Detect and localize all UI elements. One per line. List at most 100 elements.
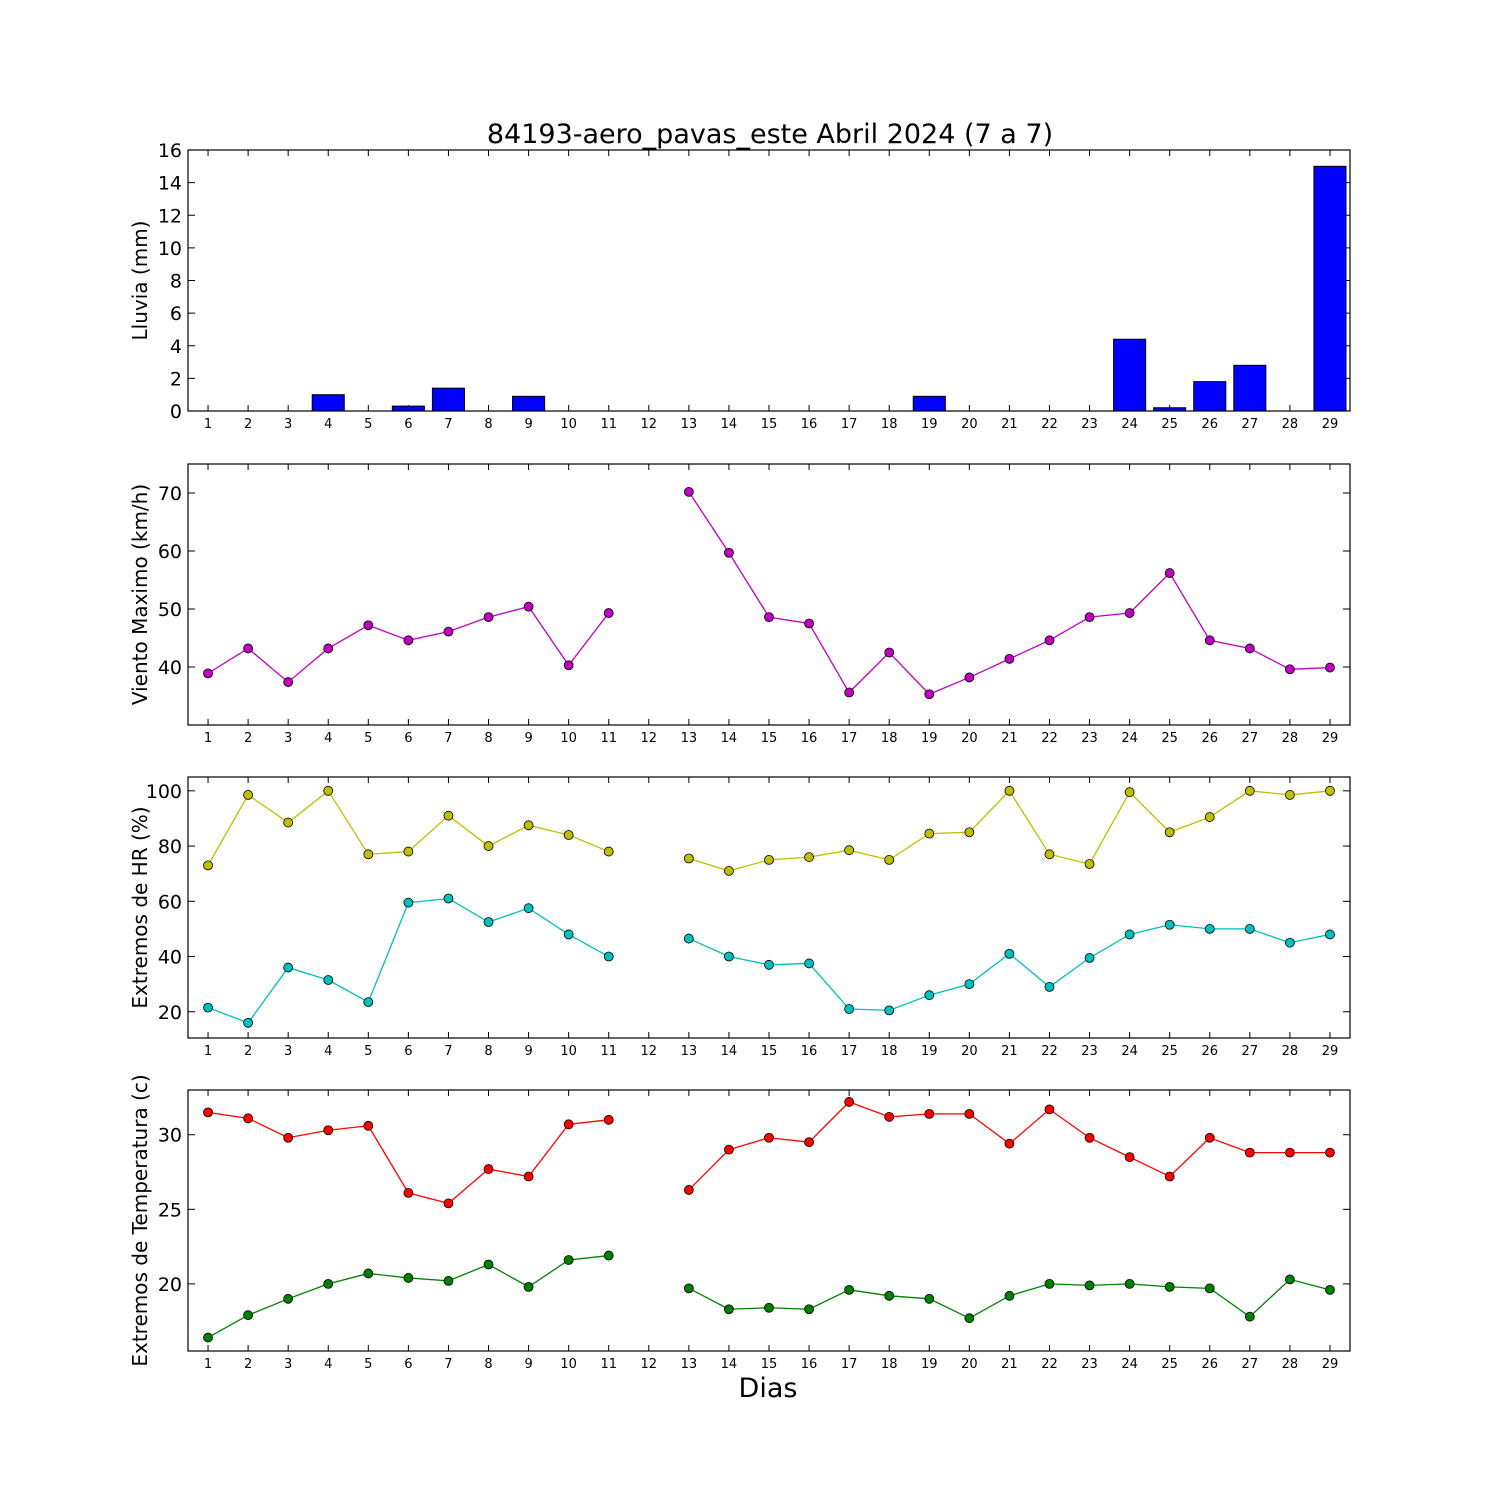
- x-tick-label: 19: [921, 417, 938, 432]
- data-point: [563, 929, 574, 940]
- bar-day-24: [1113, 338, 1147, 412]
- y-tick-label: 8: [170, 271, 182, 293]
- data-point: [323, 975, 334, 985]
- x-tick-label: 26: [1201, 731, 1218, 746]
- x-tick-label: 4: [324, 1357, 332, 1372]
- x-tick-label: 3: [284, 1044, 292, 1059]
- x-tick-label: 15: [761, 1357, 778, 1372]
- x-tick-label: 4: [324, 1044, 332, 1059]
- y-tick-label: 30: [158, 1125, 182, 1147]
- data-point: [1004, 1290, 1015, 1301]
- y-axis-label: Lluvia (mm): [128, 221, 152, 341]
- x-tick-label: 28: [1282, 731, 1299, 746]
- x-tick-label: 24: [1121, 1357, 1138, 1372]
- x-tick-label: 5: [364, 417, 372, 432]
- x-tick-label: 22: [1041, 417, 1058, 432]
- data-point: [964, 672, 975, 683]
- x-tick-label: 14: [721, 1044, 738, 1059]
- data-point: [1284, 790, 1295, 800]
- data-point: [1004, 1138, 1015, 1149]
- data-point: [443, 893, 454, 904]
- x-tick-label: 12: [641, 1357, 658, 1372]
- data-point: [203, 1332, 213, 1343]
- data-point: [243, 1017, 254, 1028]
- y-tick-label: 40: [158, 657, 182, 679]
- x-tick-label: 16: [801, 417, 818, 432]
- y-tick-label: 10: [158, 238, 182, 260]
- bar-day-7: [431, 387, 465, 412]
- x-tick-label: 8: [484, 1357, 492, 1372]
- data-point: [924, 828, 935, 839]
- y-axis-label: Extremos de Temperatura (c): [128, 1074, 152, 1366]
- x-tick-label: 16: [801, 1357, 818, 1372]
- y-tick-label: 20: [158, 1002, 182, 1024]
- data-point: [243, 1310, 254, 1321]
- data-point: [523, 820, 534, 831]
- data-point: [683, 853, 694, 864]
- x-tick-label: 15: [761, 1044, 778, 1059]
- bar-day-29: [1313, 165, 1347, 412]
- y-tick-label: 60: [158, 541, 182, 563]
- data-point: [1244, 785, 1255, 796]
- data-point: [884, 647, 895, 658]
- data-point: [243, 1113, 254, 1124]
- data-point: [764, 612, 774, 623]
- data-point: [363, 849, 374, 860]
- data-point: [563, 1119, 574, 1130]
- data-point: [1244, 643, 1255, 654]
- x-tick-label: 17: [841, 417, 858, 432]
- x-tick-label: 17: [841, 1044, 858, 1059]
- y-axis-label: Viento Maximo (km/h): [128, 484, 152, 705]
- data-point: [1204, 812, 1215, 822]
- x-tick-label: 29: [1322, 417, 1339, 432]
- bar-day-19: [912, 395, 946, 412]
- data-point: [804, 1137, 814, 1148]
- data-point: [844, 845, 855, 856]
- data-point: [523, 903, 534, 914]
- data-point: [1204, 635, 1215, 646]
- data-point: [884, 854, 895, 865]
- data-point: [884, 1111, 895, 1122]
- data-point: [804, 958, 814, 969]
- x-tick-label: 3: [284, 1357, 292, 1372]
- x-tick-label: 13: [681, 731, 698, 746]
- data-point: [1124, 608, 1135, 618]
- x-tick-label: 28: [1282, 417, 1299, 432]
- data-point: [1124, 1278, 1135, 1289]
- y-axis-label: Extremos de HR (%): [128, 806, 152, 1008]
- data-point: [683, 933, 694, 944]
- data-point: [283, 677, 294, 687]
- data-point: [603, 1250, 614, 1261]
- data-point: [603, 608, 614, 618]
- data-point: [1004, 653, 1015, 664]
- x-tick-label: 10: [560, 1044, 577, 1059]
- data-point: [1164, 568, 1175, 578]
- data-point: [884, 1005, 895, 1016]
- x-tick-label: 18: [881, 1357, 898, 1372]
- data-point: [683, 1283, 694, 1294]
- x-tick-label: 19: [921, 1044, 938, 1059]
- x-tick-label: 12: [641, 731, 658, 746]
- x-tick-label: 4: [324, 731, 332, 746]
- data-point: [603, 951, 614, 962]
- data-point: [1044, 1278, 1055, 1289]
- x-tick-label: 21: [1001, 1357, 1018, 1372]
- x-tick-label: 29: [1322, 1044, 1339, 1059]
- x-tick-label: 14: [721, 417, 738, 432]
- data-point: [1284, 937, 1295, 948]
- data-point: [363, 620, 374, 631]
- data-point: [483, 1259, 494, 1270]
- x-tick-label: 23: [1081, 731, 1098, 746]
- data-point: [1004, 948, 1015, 959]
- data-point: [844, 687, 855, 698]
- x-tick-label: 6: [404, 731, 412, 746]
- x-tick-label: 24: [1121, 417, 1138, 432]
- data-point: [1244, 1311, 1255, 1322]
- data-point: [403, 846, 414, 857]
- data-point: [523, 1171, 534, 1182]
- data-point: [323, 1125, 334, 1136]
- x-tick-label: 27: [1242, 1044, 1259, 1059]
